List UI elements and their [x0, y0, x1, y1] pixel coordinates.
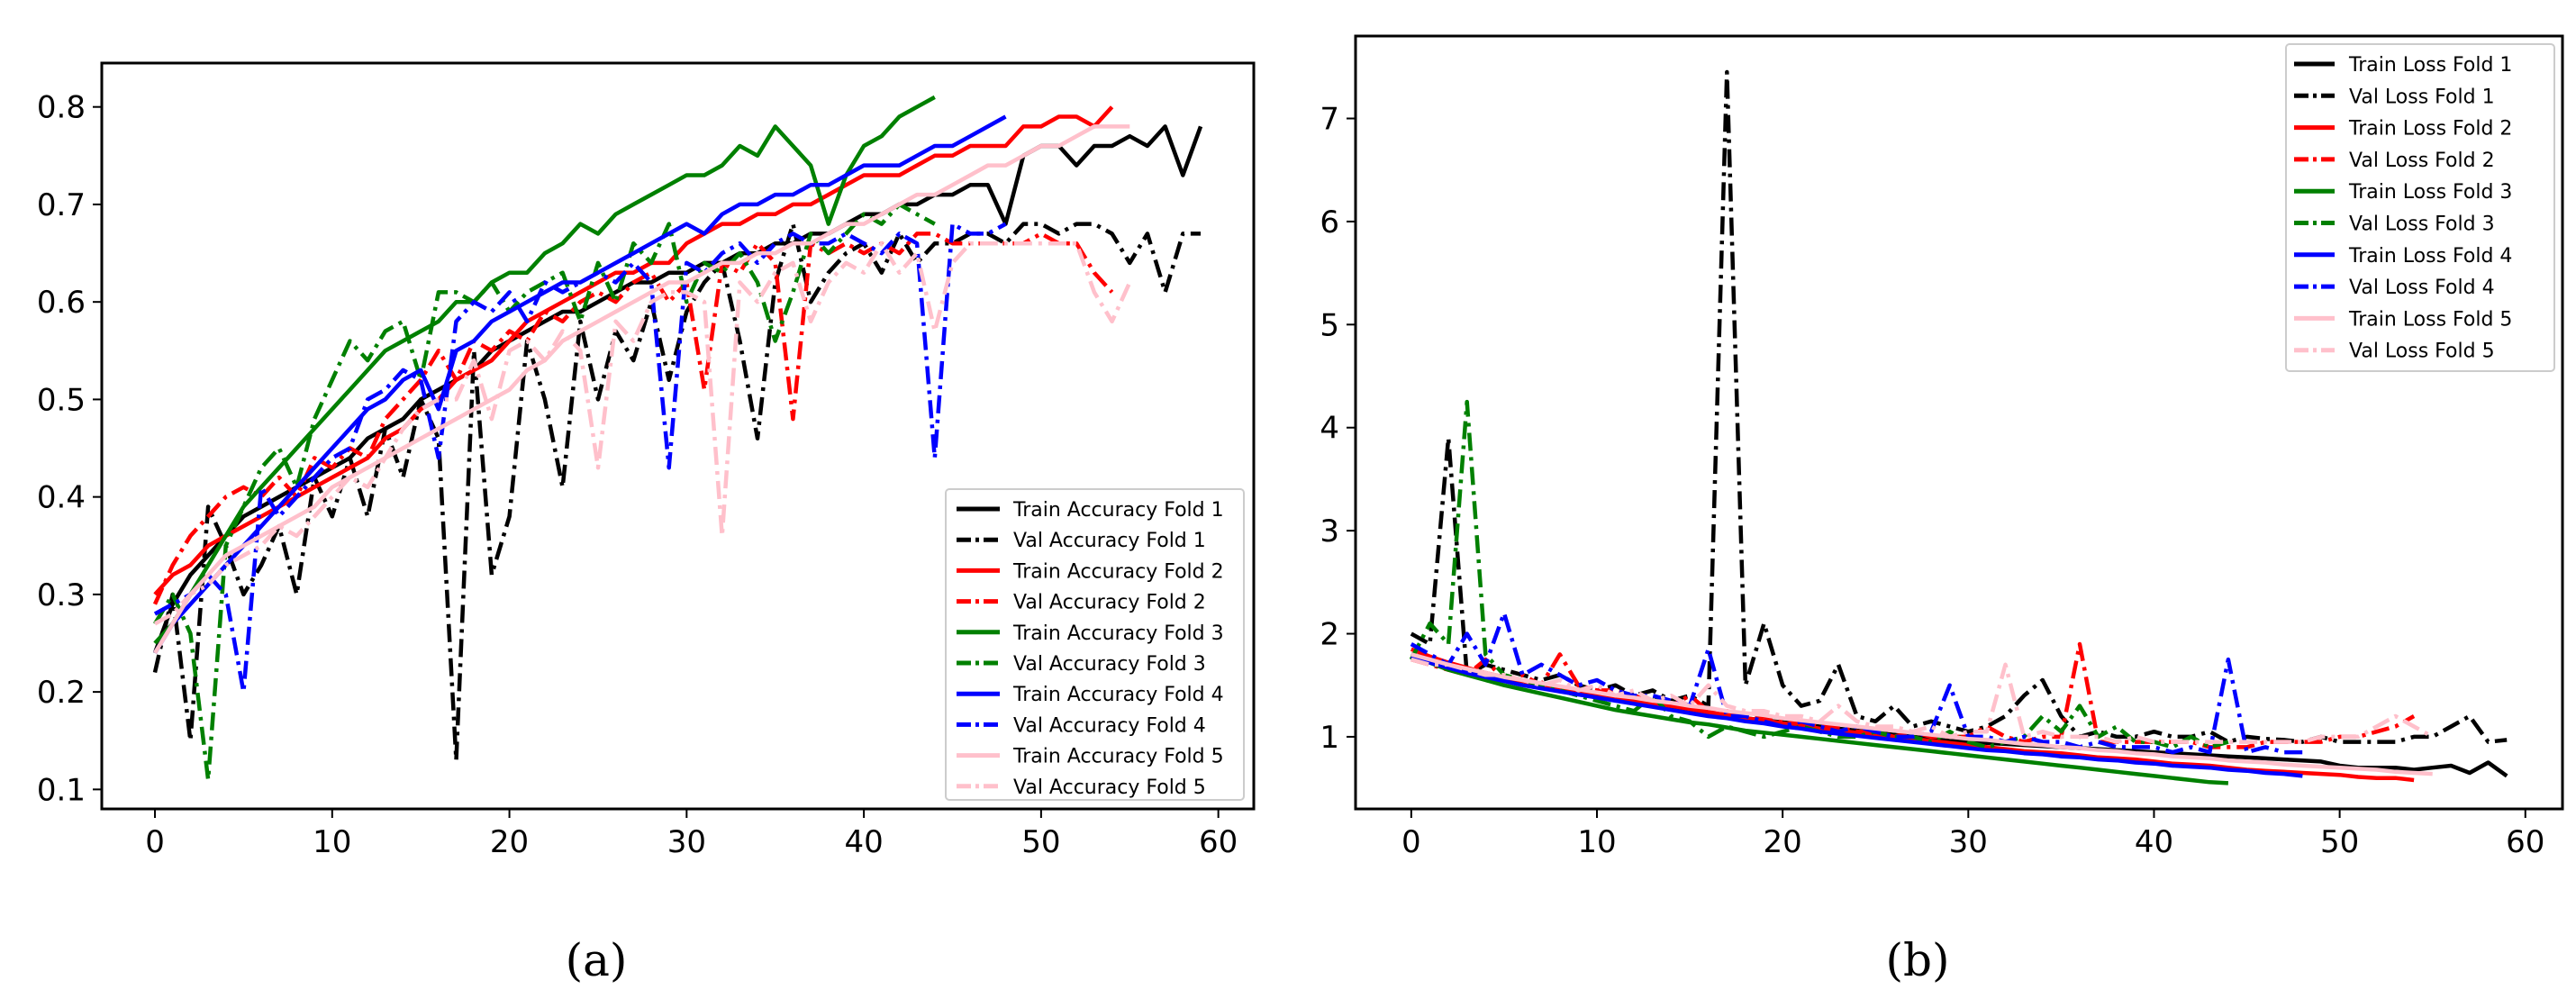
x-tick-label: 0	[145, 824, 165, 860]
panel-b: 0 10 20 30 40 50 60 1 2 3 4 5 6 7 Train Loss Fold 1 V…	[1320, 34, 2564, 986]
y-tick-label: 0.2	[37, 675, 86, 711]
series-line	[1410, 652, 2433, 776]
panel-b-axes-frame	[1354, 34, 2564, 811]
legend-label: Train Accuracy Fold 3	[1012, 622, 1224, 645]
y-tick-label: 0.4	[37, 480, 86, 516]
y-tick-label: 4	[1320, 411, 1339, 447]
series-line	[1409, 399, 2229, 749]
series-line	[1410, 654, 2303, 778]
series-line	[152, 232, 1114, 605]
y-tick-label: 0.3	[37, 577, 86, 613]
x-tick-label: 40	[844, 824, 883, 860]
legend-label: Val Loss Fold 2	[2349, 150, 2495, 172]
y-tick-label: 6	[1320, 204, 1339, 241]
legend-label: Val Loss Fold 3	[2349, 213, 2495, 236]
y-tick-label: 0.1	[37, 772, 86, 808]
legend-label: Val Accuracy Fold 3	[1013, 653, 1206, 676]
panel-b-series	[1409, 69, 2508, 786]
x-tick-label: 0	[1401, 824, 1421, 860]
panel-a-y-ticks: 0.1 0.2 0.3 0.4 0.5 0.6 0.7 0.8	[37, 90, 102, 808]
panel-a-series	[152, 95, 1203, 782]
panel-a-caption: (a)	[566, 934, 628, 986]
series-line	[153, 105, 1114, 596]
panel-b-x-ticks: 0 10 20 30 40 50 60	[1401, 809, 2544, 860]
y-tick-label: 0.7	[37, 187, 86, 223]
x-tick-label: 50	[2320, 824, 2359, 860]
panel-a-legend-box	[945, 488, 1245, 801]
legend-label: Train Loss Fold 1	[2348, 54, 2512, 77]
legend-label: Train Accuracy Fold 1	[1012, 499, 1224, 522]
y-tick-label: 5	[1320, 307, 1339, 343]
legend-label: Train Loss Fold 2	[2348, 118, 2512, 141]
series-line	[153, 222, 1007, 695]
x-tick-label: 20	[490, 824, 529, 860]
legend-label: Val Accuracy Fold 2	[1013, 592, 1206, 614]
panel-a-x-ticks: 0 10 20 30 40 50 60	[145, 809, 1238, 860]
x-tick-label: 60	[1199, 824, 1238, 860]
legend-label: Val Loss Fold 4	[2349, 277, 2495, 299]
y-tick-label: 3	[1320, 513, 1339, 549]
panel-a-axes-frame	[100, 61, 1256, 811]
x-tick-label: 10	[1577, 824, 1616, 860]
series-line	[1410, 652, 2229, 786]
panel-b-y-ticks: 1 2 3 4 5 6 7	[1320, 102, 1356, 756]
legend-label: Val Accuracy Fold 5	[1013, 776, 1206, 799]
y-tick-label: 7	[1320, 102, 1339, 138]
x-tick-label: 20	[1764, 824, 1802, 860]
legend-label: Val Accuracy Fold 4	[1013, 714, 1206, 737]
legend-label: Val Loss Fold 1	[2349, 86, 2495, 108]
legend-label: Val Accuracy Fold 1	[1013, 530, 1206, 552]
legend-label: Train Accuracy Fold 2	[1012, 560, 1224, 583]
series-line	[153, 114, 1007, 654]
y-tick-label: 0.5	[37, 382, 86, 418]
x-tick-label: 50	[1021, 824, 1060, 860]
x-tick-label: 40	[2135, 824, 2173, 860]
legend-label: Train Loss Fold 4	[2348, 245, 2512, 268]
x-tick-label: 10	[313, 824, 351, 860]
panel-b-legend: Train Loss Fold 1 Val Loss Fold 1 Train Lo…	[2285, 43, 2555, 372]
panel-a: 0 10 20 30 40 50 60 0.1 0.2 0.3 0.4 0.5 0.6 0.7 0.8 T…	[37, 61, 1256, 986]
series-line	[153, 95, 936, 645]
legend-label: Train Accuracy Fold 4	[1012, 684, 1224, 706]
panel-b-legend-box	[2285, 43, 2555, 372]
legend-label: Val Loss Fold 5	[2349, 341, 2495, 363]
x-tick-label: 60	[2506, 824, 2544, 860]
panel-b-caption: (b)	[1885, 934, 1949, 986]
panel-a-legend: Train Accuracy Fold 1 Val Accuracy Fold 1…	[945, 488, 1245, 801]
x-tick-label: 30	[667, 824, 706, 860]
y-tick-label: 1	[1320, 720, 1339, 756]
series-line	[152, 222, 1201, 763]
y-tick-label: 0.6	[37, 285, 86, 321]
y-tick-label: 2	[1320, 617, 1339, 653]
series-line	[153, 124, 1130, 654]
series-line	[153, 241, 1132, 626]
y-tick-label: 0.8	[37, 90, 86, 126]
legend-label: Train Accuracy Fold 5	[1012, 746, 1224, 768]
legend-label: Train Loss Fold 5	[2348, 308, 2512, 331]
legend-label: Train Loss Fold 3	[2348, 181, 2512, 204]
x-tick-label: 30	[1949, 824, 1988, 860]
series-line	[1410, 657, 2434, 744]
